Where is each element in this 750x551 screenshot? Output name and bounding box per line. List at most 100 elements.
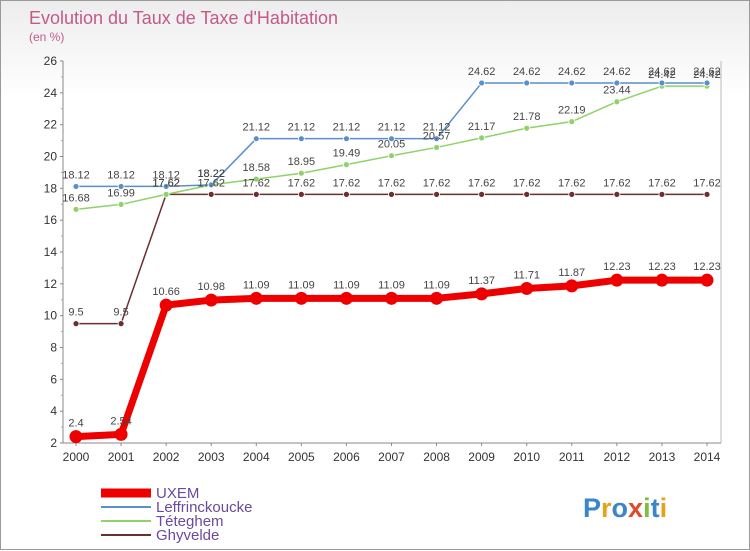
data-point	[117, 201, 125, 208]
data-point	[114, 427, 128, 441]
data-point	[343, 190, 350, 198]
data-point	[568, 190, 576, 198]
data-label: 11.09	[333, 279, 360, 291]
x-tick-label: 2008	[423, 450, 450, 464]
data-label: 10.98	[197, 281, 225, 293]
data-point	[343, 161, 350, 169]
data-point	[72, 205, 80, 213]
x-tick-label: 2007	[378, 450, 405, 464]
data-point	[655, 273, 669, 287]
data-label: 11.87	[558, 267, 585, 279]
y-tick-label: 10	[44, 309, 58, 323]
data-point	[658, 190, 666, 198]
data-point	[430, 291, 444, 305]
data-point	[343, 135, 350, 143]
data-label: 24.62	[468, 66, 496, 78]
data-label: 17.62	[648, 177, 676, 189]
data-label: 24.62	[648, 66, 676, 78]
data-point	[297, 135, 305, 143]
data-label: 19.49	[333, 148, 361, 160]
data-label: 21.12	[333, 122, 361, 134]
data-point	[388, 152, 395, 160]
data-label: 11.09	[423, 279, 450, 291]
data-point	[523, 124, 531, 132]
y-tick-label: 22	[44, 118, 58, 132]
data-label: 18.22	[197, 168, 225, 180]
y-tick-label: 18	[44, 181, 58, 195]
data-label: 11.37	[468, 275, 495, 287]
data-point	[703, 190, 711, 198]
data-point	[72, 320, 80, 328]
data-label: 18.95	[288, 156, 316, 168]
x-tick-label: 2014	[694, 450, 721, 464]
y-tick-label: 14	[44, 245, 58, 259]
data-label: 17.62	[468, 177, 496, 189]
y-tick-label: 26	[44, 54, 58, 68]
x-tick-label: 2012	[604, 450, 631, 464]
data-point	[388, 135, 395, 143]
data-point	[162, 183, 170, 190]
data-point	[433, 135, 440, 143]
data-labels: 9.5 9.5 17.62 17.62 17.62 17.62 17.62 17.62 17.6…	[62, 66, 721, 430]
data-point	[565, 279, 579, 293]
data-label: 16.68	[62, 192, 90, 204]
data-label: 17.62	[423, 177, 451, 189]
data-label: 17.62	[693, 177, 721, 189]
data-point	[207, 190, 215, 198]
data-point	[475, 287, 489, 301]
data-point	[297, 169, 305, 177]
y-tick-label: 24	[44, 86, 58, 100]
data-point	[703, 79, 711, 87]
data-label: 20.57	[423, 130, 451, 142]
data-label: 21.17	[468, 121, 496, 133]
chart-subtitle: (en %)	[29, 30, 64, 44]
data-label: 18.12	[107, 169, 135, 181]
data-label: 17.62	[152, 177, 180, 189]
x-tick-label: 2003	[198, 450, 225, 464]
series-layer	[69, 79, 714, 444]
data-label: 20.05	[378, 139, 406, 151]
data-label: 12.23	[603, 261, 631, 273]
data-point	[610, 273, 624, 287]
data-point	[388, 190, 395, 198]
data-point	[478, 79, 486, 87]
x-tick-label: 2011	[559, 450, 585, 464]
data-point	[520, 281, 534, 295]
data-label: 21.12	[378, 122, 406, 134]
data-point	[252, 190, 260, 198]
data-label: 18.12	[62, 169, 90, 181]
x-tick-label: 2010	[513, 450, 540, 464]
data-label: 24.62	[513, 66, 541, 78]
data-point	[658, 79, 666, 87]
data-point	[162, 190, 170, 198]
data-label: 9.5	[68, 307, 83, 319]
data-label: 11.09	[378, 279, 405, 291]
y-tick-label: 12	[44, 277, 58, 291]
data-point	[433, 190, 440, 198]
data-label: 17.62	[603, 177, 631, 189]
x-tick-label: 2000	[63, 450, 90, 464]
data-point	[204, 293, 218, 307]
y-tick-label: 4	[50, 404, 57, 418]
y-tick-label: 6	[50, 372, 57, 386]
proxiti-logo-text: Proxiti	[583, 493, 667, 523]
data-point	[252, 175, 260, 183]
x-tick-label: 2005	[288, 450, 315, 464]
data-point	[613, 98, 621, 106]
data-point	[568, 79, 576, 87]
x-tick-label: 2004	[243, 450, 270, 464]
data-point	[297, 190, 305, 198]
data-label: 24.62	[558, 66, 586, 78]
data-label: 24.62	[693, 66, 721, 78]
data-label: 21.12	[423, 122, 451, 134]
data-point	[159, 298, 173, 312]
chart-title: Evolution du Taux de Taxe d'Habitation	[29, 8, 338, 28]
data-point	[433, 144, 440, 151]
data-label: 16.99	[107, 187, 135, 199]
y-tick-label: 8	[50, 341, 57, 355]
data-label: 24.42	[648, 69, 676, 81]
x-tick-label: 2006	[333, 450, 360, 464]
data-label: 12.23	[648, 261, 676, 273]
data-point	[568, 118, 576, 126]
